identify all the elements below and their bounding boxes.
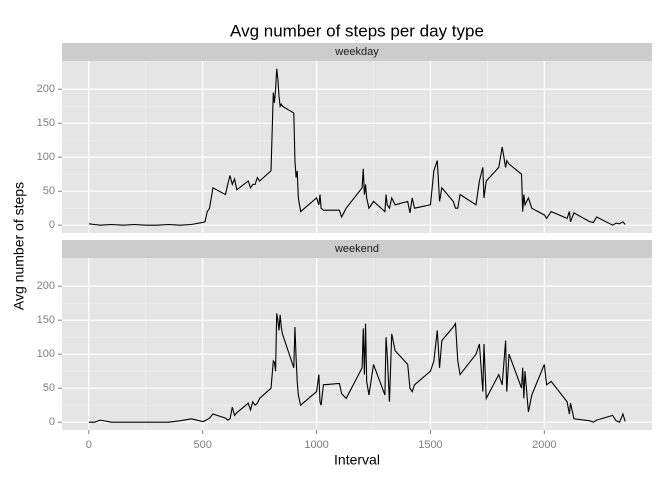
panel [62, 61, 652, 233]
x-axis-label: Interval [334, 452, 380, 468]
y-tick-label: 50 [43, 382, 55, 394]
x-tick-label: 500 [194, 439, 212, 451]
y-tick-label: 100 [37, 348, 55, 360]
strip [62, 240, 652, 258]
y-tick-label: 200 [37, 83, 55, 95]
y-tick-label: 150 [37, 314, 55, 326]
y-axis-label: Avg number of steps [11, 182, 27, 310]
strip-label: weekend [334, 243, 379, 255]
x-tick-label: 1000 [304, 439, 328, 451]
panel [62, 258, 652, 430]
y-tick-label: 0 [49, 416, 55, 428]
y-tick-label: 0 [49, 219, 55, 231]
x-tick-label: 1500 [418, 439, 442, 451]
strip-label: weekday [334, 46, 379, 58]
data-line [88, 68, 626, 226]
y-tick-label: 150 [37, 117, 55, 129]
data-line [88, 313, 626, 423]
strip [62, 43, 652, 61]
y-tick-label: 50 [43, 185, 55, 197]
chart-title: Avg number of steps per day type [230, 21, 484, 40]
y-tick-label: 100 [37, 151, 55, 163]
y-tick-label: 200 [37, 280, 55, 292]
x-tick-label: 2000 [532, 439, 556, 451]
x-tick-label: 0 [86, 439, 92, 451]
